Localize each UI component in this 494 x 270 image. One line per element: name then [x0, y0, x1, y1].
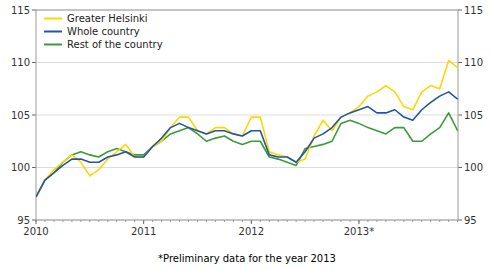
y2-tick-label: 95 — [464, 215, 477, 226]
x-tick — [358, 220, 359, 224]
y-tick — [32, 220, 36, 221]
legend-swatch — [44, 31, 62, 33]
y2-tick-label: 115 — [464, 5, 483, 16]
legend-label: Greater Helsinki — [67, 13, 148, 24]
legend-label: Whole country — [67, 26, 140, 37]
y-tick — [32, 10, 36, 11]
y-tick-label: 105 — [11, 110, 30, 121]
x-tick — [143, 220, 144, 224]
y2-tick-label: 100 — [464, 162, 483, 173]
plot-area — [36, 60, 458, 197]
legend: Greater Helsinki Whole country Rest of the… — [44, 13, 163, 50]
y-tick-label: 115 — [11, 5, 30, 16]
y-tick — [32, 115, 36, 116]
series-line — [36, 92, 458, 197]
plot-frame — [36, 10, 458, 220]
x-tick — [251, 220, 252, 224]
legend-swatch — [44, 18, 62, 20]
y-tick-label: 110 — [11, 57, 30, 68]
y2-tick — [458, 220, 462, 221]
x-tick-label: 2010 — [23, 226, 48, 237]
y2-tick — [458, 167, 462, 168]
x-tick-label: 2013* — [344, 226, 374, 237]
x-tick-label: 2011 — [131, 226, 156, 237]
y2-tick-label: 110 — [464, 57, 483, 68]
y-tick-label: 95 — [17, 215, 30, 226]
y-tick-label: 100 — [11, 162, 30, 173]
grid-line — [36, 62, 458, 63]
series-line — [36, 60, 458, 197]
y-tick — [32, 167, 36, 168]
legend-label: Rest of the country — [67, 39, 163, 50]
x-tick-label: 2012 — [239, 226, 264, 237]
y2-tick — [458, 62, 462, 63]
y2-tick — [458, 10, 462, 11]
grid-line — [36, 115, 458, 116]
footnote: *Preliminary data for the year 2013 — [158, 253, 336, 264]
legend-swatch — [44, 44, 62, 46]
chart: 95 100 105 110 115 95 100 105 110 115 2010 2011 2012… — [0, 0, 494, 270]
x-tick — [36, 220, 37, 224]
y2-tick — [458, 115, 462, 116]
y-tick — [32, 62, 36, 63]
y2-tick-label: 105 — [464, 110, 483, 121]
